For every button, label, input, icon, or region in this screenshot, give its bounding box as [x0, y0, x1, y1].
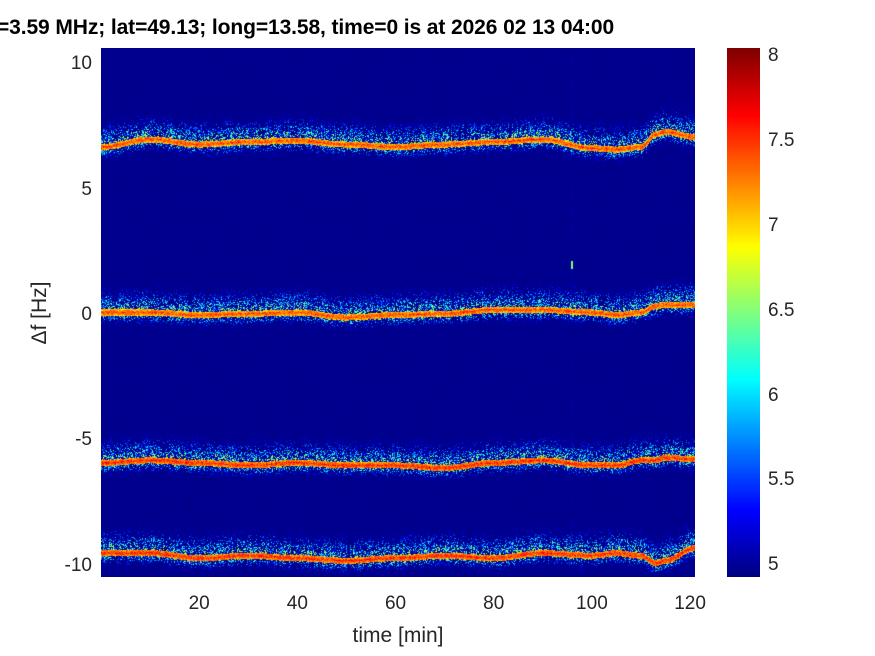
- spectrogram-heatmap: [101, 48, 695, 577]
- y-tick-label: 10: [70, 53, 92, 75]
- x-tick-label: 80: [483, 593, 505, 614]
- chart-title: =3.59 MHz; lat=49.13; long=13.58, time=0…: [0, 16, 615, 39]
- x-axis-label: time [min]: [352, 624, 444, 647]
- colorbar-tick-label: 6.5: [768, 299, 795, 321]
- colorbar-tick-label: 5.5: [768, 469, 795, 491]
- x-tick-label: 120: [674, 593, 706, 614]
- colorbar-tick-label: 8: [768, 45, 779, 67]
- y-axis-label: Δf [Hz]: [28, 281, 51, 345]
- x-tick-label: 100: [576, 593, 608, 614]
- y-tick-label: 5: [81, 178, 92, 200]
- y-tick-label: 0: [81, 304, 92, 325]
- colorbar: [727, 48, 760, 577]
- colorbar-tick-label: 7.5: [768, 130, 795, 152]
- x-tick-label: 60: [384, 593, 407, 614]
- colorbar-tick-label: 7: [768, 215, 779, 237]
- colorbar-tick-label: 6: [768, 384, 779, 406]
- y-tick-label: -10: [64, 554, 92, 576]
- x-tick-label: 40: [286, 593, 308, 614]
- x-tick-label: 20: [188, 593, 210, 614]
- y-tick-label: -5: [75, 429, 92, 451]
- colorbar-tick-label: 5: [768, 554, 779, 576]
